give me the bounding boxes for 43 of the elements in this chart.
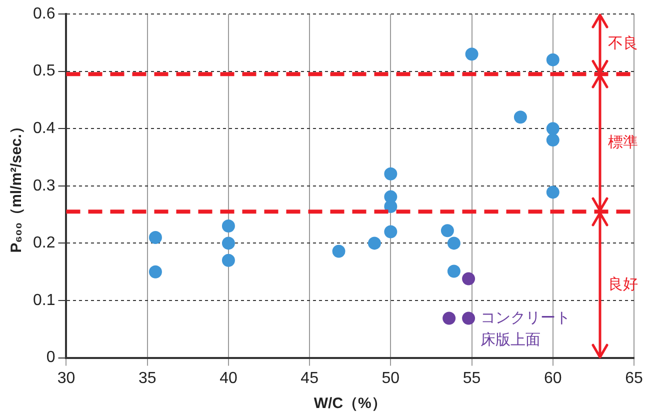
point [546,134,560,147]
point [368,236,381,250]
x-tick-label: 50 [382,370,400,387]
point [462,312,476,325]
x-axis-title: W/C（%） [314,395,386,412]
x-tick-label: 55 [462,370,481,387]
y-tick-label: 0.2 [32,234,56,252]
point [447,236,460,250]
x-tick-label: 65 [625,370,643,387]
y-tick-label: 0 [46,349,56,366]
point [384,225,398,238]
point [222,220,235,233]
point [465,48,478,61]
y-axis-title: P₆₀₀（ml/m²/sec.） [8,119,26,253]
point [546,53,560,66]
y-tick-label: 0.6 [32,5,56,22]
point [514,110,527,124]
annotation: 不良 [608,35,638,52]
y-tick-label: 0.3 [32,177,56,194]
point [148,265,162,278]
point [384,167,398,180]
x-tick-label: 60 [544,370,562,387]
point [332,244,346,258]
point [447,264,460,278]
point [222,254,235,267]
point [440,224,454,238]
point [442,312,456,325]
y-tick-label: 0.4 [32,120,56,138]
x-tick-label: 40 [220,370,238,387]
point [384,190,398,204]
point [148,230,162,244]
x-tick-label: 30 [57,370,76,387]
annotation: 標準 [608,134,638,152]
point [546,186,560,199]
y-tick-label: 0.5 [32,62,56,80]
x-tick-label: 35 [138,370,156,387]
point [546,122,560,136]
series-label: コンクリート床版上面 [480,309,571,348]
annotation: 良好 [608,276,638,293]
x-tick-label: 45 [300,370,319,387]
point [222,236,235,250]
point [462,272,476,286]
y-tick-label: 0.1 [32,292,56,309]
